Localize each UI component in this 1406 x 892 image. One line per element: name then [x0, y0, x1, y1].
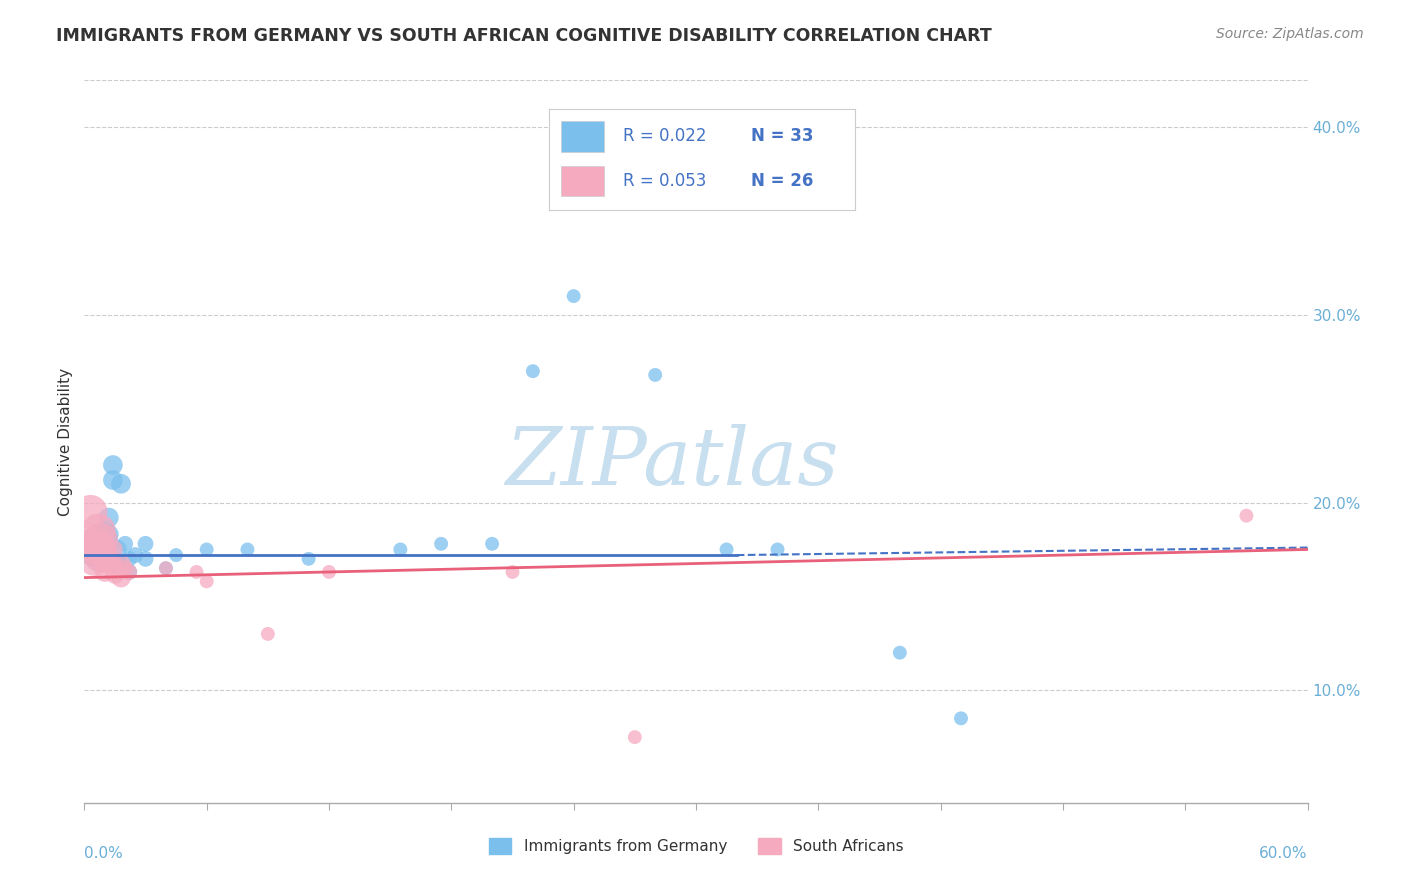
Point	[389, 542, 412, 557]
Point	[950, 711, 973, 725]
Point	[105, 542, 128, 557]
Point	[93, 556, 115, 570]
Point	[195, 574, 218, 589]
Point	[766, 542, 789, 557]
Point	[90, 548, 112, 562]
Point	[118, 565, 141, 579]
Point	[110, 558, 132, 572]
Point	[87, 542, 110, 557]
Point	[186, 565, 208, 579]
Point	[83, 537, 105, 551]
Point	[83, 542, 105, 557]
Point	[298, 551, 321, 566]
Point	[502, 565, 524, 579]
Point	[430, 537, 453, 551]
Point	[118, 565, 141, 579]
Text: Source: ZipAtlas.com: Source: ZipAtlas.com	[1216, 27, 1364, 41]
Point	[101, 542, 124, 557]
Point	[481, 537, 503, 551]
Point	[101, 473, 124, 487]
Point	[97, 551, 120, 566]
Text: 60.0%: 60.0%	[1260, 847, 1308, 861]
Text: IMMIGRANTS FROM GERMANY VS SOUTH AFRICAN COGNITIVE DISABILITY CORRELATION CHART: IMMIGRANTS FROM GERMANY VS SOUTH AFRICAN…	[56, 27, 993, 45]
Point	[97, 510, 120, 524]
Point	[118, 551, 141, 566]
Point	[114, 537, 136, 551]
Point	[155, 561, 177, 575]
Point	[93, 565, 115, 579]
Y-axis label: Cognitive Disability: Cognitive Disability	[58, 368, 73, 516]
Point	[195, 542, 218, 557]
Point	[90, 548, 112, 562]
Point	[104, 566, 127, 581]
Point	[716, 542, 738, 557]
Point	[83, 551, 105, 566]
Point	[93, 542, 115, 557]
Point	[93, 524, 115, 538]
Point	[79, 505, 101, 519]
Point	[90, 533, 112, 547]
Point	[257, 627, 280, 641]
Point	[90, 533, 112, 547]
Point	[522, 364, 544, 378]
Point	[87, 524, 110, 538]
Point	[101, 558, 124, 572]
Point	[135, 537, 157, 551]
Point	[110, 476, 132, 491]
Point	[105, 556, 128, 570]
Point	[101, 458, 124, 472]
Text: ZIPatlas: ZIPatlas	[505, 425, 838, 502]
Point	[93, 537, 115, 551]
Point	[644, 368, 666, 382]
Point	[110, 571, 132, 585]
Point	[97, 527, 120, 541]
Text: 0.0%: 0.0%	[84, 847, 124, 861]
Point	[889, 646, 911, 660]
Point	[165, 548, 187, 562]
Point	[624, 730, 647, 744]
Point	[318, 565, 340, 579]
Point	[124, 548, 146, 562]
Legend: Immigrants from Germany, South Africans: Immigrants from Germany, South Africans	[482, 832, 910, 860]
Point	[562, 289, 585, 303]
Point	[114, 561, 136, 575]
Point	[1236, 508, 1258, 523]
Point	[236, 542, 259, 557]
Point	[155, 561, 177, 575]
Point	[135, 551, 157, 566]
